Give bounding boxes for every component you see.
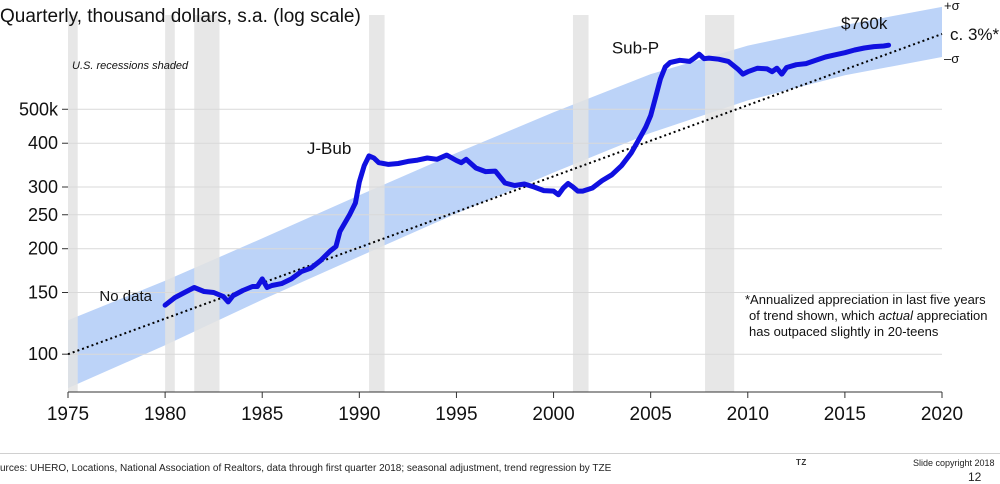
trend-line bbox=[67, 33, 943, 356]
footnote-line-1: *Annualized appreciation in last five ye… bbox=[745, 292, 986, 307]
axes: 100 150 200 250 300 400 500k 1975 1980 1985 1990 19… bbox=[19, 99, 963, 425]
recession-bar-0 bbox=[68, 15, 78, 392]
recession-bar-2 bbox=[194, 15, 220, 392]
tz-logo: TZ bbox=[796, 458, 807, 467]
footnote-part-actual: actual bbox=[878, 308, 914, 323]
y-tick-label-150: 150 bbox=[28, 282, 58, 302]
recession-bar-1 bbox=[165, 15, 175, 392]
series-line-0 bbox=[162, 42, 892, 308]
x-tick-label-2010: 2010 bbox=[727, 404, 769, 425]
annotation-j-bub: J-Bub bbox=[307, 139, 351, 158]
x-tick-label-2020: 2020 bbox=[921, 404, 963, 425]
chart-title: Quarterly, thousand dollars, s.a. (log s… bbox=[0, 6, 361, 27]
series bbox=[162, 42, 892, 308]
y-tick-label-400: 400 bbox=[28, 133, 58, 153]
band-upper-label: +σ bbox=[944, 0, 960, 13]
gridlines bbox=[68, 108, 942, 355]
x-tick-label-1985: 1985 bbox=[241, 404, 283, 425]
footnote-part-b: appreciation bbox=[913, 308, 987, 323]
y-tick-label-200: 200 bbox=[28, 239, 58, 259]
x-tick-label-2005: 2005 bbox=[630, 404, 672, 425]
x-tick-label-1995: 1995 bbox=[435, 404, 477, 425]
recession-bar-5 bbox=[705, 15, 735, 392]
x-tick-label-2015: 2015 bbox=[824, 404, 866, 425]
band-lower-label: –σ bbox=[944, 51, 959, 66]
footnote-line-3: has outpaced slightly in 20-teens bbox=[749, 324, 939, 339]
trend-label: c. 3%* bbox=[950, 25, 1000, 44]
annotation-760k: $760k bbox=[841, 14, 888, 33]
x-tick-label-1975: 1975 bbox=[47, 404, 89, 425]
x-tick-label-1980: 1980 bbox=[144, 404, 186, 425]
recession-note: U.S. recessions shaded bbox=[72, 60, 189, 72]
recession-bar-3 bbox=[369, 15, 385, 392]
footer-divider bbox=[0, 453, 1000, 454]
annotation-no-data: No data bbox=[99, 288, 152, 305]
annotation-sub-p: Sub-P bbox=[612, 39, 659, 58]
recession-bar-4 bbox=[572, 15, 589, 392]
trend bbox=[67, 33, 943, 356]
footnote-part-a: of trend shown, which bbox=[749, 308, 878, 323]
x-tick-label-1990: 1990 bbox=[338, 404, 380, 425]
annotations: No data J-Bub Sub-P $760k c. 3%* +σ –σ U.S. rec… bbox=[72, 0, 1000, 339]
x-tick-label-2000: 2000 bbox=[532, 404, 574, 425]
y-tick-label-250: 250 bbox=[28, 205, 58, 225]
sources-note: urces: UHERO, Locations, National Associ… bbox=[0, 463, 612, 474]
y-tick-label-300: 300 bbox=[28, 177, 58, 197]
y-tick-label-500: 500k bbox=[19, 99, 59, 119]
footnote-line-2: of trend shown, which actual appreciatio… bbox=[749, 308, 988, 323]
y-tick-label-100: 100 bbox=[28, 344, 58, 364]
page-number: 12 bbox=[968, 470, 982, 484]
copyright-text: Slide copyright 2018 bbox=[913, 458, 995, 468]
